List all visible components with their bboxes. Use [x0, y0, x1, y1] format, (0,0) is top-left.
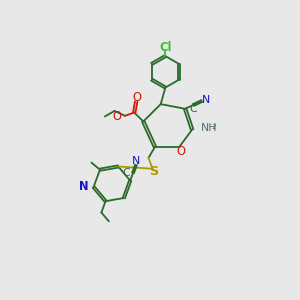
Text: N: N: [80, 180, 89, 193]
Text: N: N: [202, 95, 210, 105]
Text: S: S: [149, 164, 158, 178]
Text: N: N: [132, 156, 140, 166]
Text: 2: 2: [211, 124, 216, 130]
Text: NH: NH: [201, 123, 217, 133]
Text: O: O: [113, 110, 122, 123]
Text: C: C: [189, 104, 197, 114]
Text: O: O: [132, 91, 141, 104]
Text: Cl: Cl: [159, 41, 172, 54]
Text: C: C: [122, 168, 130, 178]
Text: O: O: [177, 146, 186, 158]
